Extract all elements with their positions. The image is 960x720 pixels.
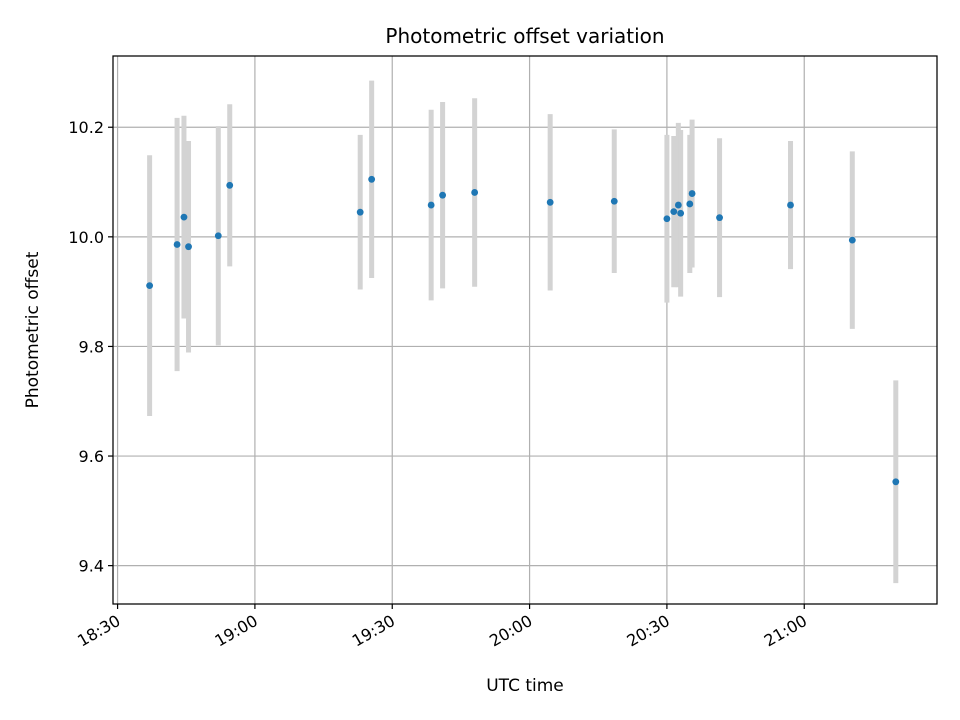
data-point — [610, 197, 618, 205]
data-point — [546, 198, 554, 206]
data-point — [787, 201, 794, 209]
data-point — [356, 208, 364, 216]
y-tick-label: 9.8 — [79, 337, 104, 356]
data-point — [471, 189, 479, 196]
y-tick-label: 9.6 — [79, 447, 104, 466]
x-axis-title: UTC time — [486, 676, 564, 696]
data-point — [670, 208, 678, 216]
chart-title: Photometric offset variation — [385, 24, 664, 48]
y-axis: 9.4 9.6 9.8 10.0 10.2 — [68, 118, 113, 576]
data-point — [226, 181, 234, 189]
data-point — [674, 201, 682, 209]
data-point — [688, 190, 696, 197]
y-axis-title: Photometric offset — [23, 251, 43, 408]
data-point — [214, 232, 222, 240]
data-point — [185, 243, 192, 251]
data-point — [677, 209, 685, 217]
data-point — [427, 201, 435, 209]
data-point — [892, 478, 900, 486]
data-point — [663, 215, 671, 223]
data-point — [848, 236, 856, 244]
y-tick-label: 10.0 — [68, 228, 104, 247]
data-point — [716, 214, 723, 222]
plot-frame — [112, 55, 938, 605]
data-point — [439, 191, 446, 199]
y-tick-label: 9.4 — [79, 557, 104, 576]
data-point — [173, 241, 181, 248]
data-point — [368, 175, 376, 183]
y-tick-label: 10.2 — [68, 118, 104, 137]
point-layer — [146, 175, 900, 486]
data-point — [146, 282, 154, 290]
grid-layer — [113, 56, 937, 604]
data-point — [686, 200, 694, 208]
data-point — [180, 213, 188, 221]
